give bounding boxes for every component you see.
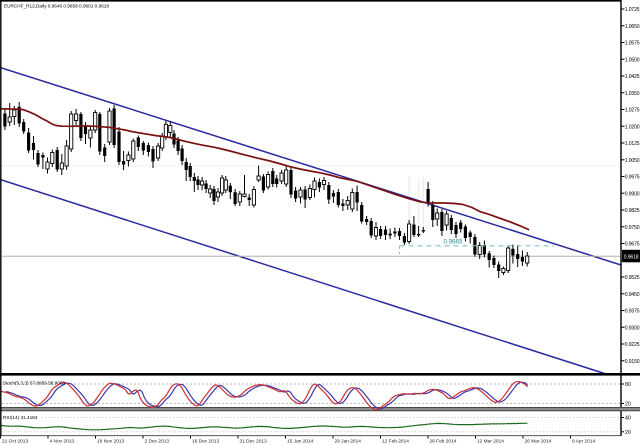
svg-text:0.9825: 0.9825 — [625, 208, 640, 214]
svg-text:0.9525: 0.9525 — [625, 275, 640, 281]
svg-text:29 Jan 2014: 29 Jan 2014 — [335, 438, 362, 444]
svg-text:Stoch(5,3,3) 57.8959 58.9063: Stoch(5,3,3) 57.8959 58.9063 — [3, 380, 65, 385]
svg-text:1.0575: 1.0575 — [625, 41, 640, 47]
svg-text:EURCHF_R12,Daily 0.9646 0.965: EURCHF_R12,Daily 0.9646 0.9658 0.9601 0.… — [4, 4, 109, 9]
svg-text:0.9900: 0.9900 — [625, 191, 640, 197]
svg-text:16 Dec 2013: 16 Dec 2013 — [192, 438, 220, 444]
svg-text:RSI(14) 41.4184: RSI(14) 41.4184 — [3, 415, 38, 420]
svg-text:2 Dec 2013: 2 Dec 2013 — [145, 438, 170, 444]
svg-text:40: 40 — [625, 416, 631, 422]
svg-text:9 Apr 2014: 9 Apr 2014 — [572, 438, 596, 444]
svg-text:0.9675: 0.9675 — [625, 242, 640, 248]
svg-text:20: 20 — [625, 430, 631, 436]
svg-text:1.0125: 1.0125 — [625, 141, 640, 147]
svg-text:18 Nov 2013: 18 Nov 2013 — [97, 438, 125, 444]
svg-text:4 Nov 2013: 4 Nov 2013 — [50, 438, 75, 444]
svg-text:1.0200: 1.0200 — [625, 124, 640, 130]
svg-text:1.0350: 1.0350 — [625, 91, 640, 97]
svg-text:21 Oct 2013: 21 Oct 2013 — [2, 438, 28, 444]
svg-text:15 Jan 2014: 15 Jan 2014 — [287, 438, 314, 444]
svg-text:0.9618: 0.9618 — [624, 255, 639, 261]
svg-text:1.0725: 1.0725 — [625, 7, 640, 13]
svg-text:0.9225: 0.9225 — [625, 342, 640, 348]
svg-text:80: 80 — [625, 382, 631, 388]
svg-text:0.9150: 0.9150 — [625, 359, 640, 365]
svg-text:0.9300: 0.9300 — [625, 325, 640, 331]
svg-text:0.9975: 0.9975 — [625, 175, 640, 181]
svg-text:26 Mar 2014: 26 Mar 2014 — [525, 438, 552, 444]
svg-text:0.9450: 0.9450 — [625, 292, 640, 298]
svg-text:0.9375: 0.9375 — [625, 309, 640, 315]
svg-text:1.0650: 1.0650 — [625, 24, 640, 30]
svg-text:1.0425: 1.0425 — [625, 74, 640, 80]
svg-text:0.9665: 0.9665 — [444, 238, 463, 245]
svg-text:12 Feb 2014: 12 Feb 2014 — [382, 438, 409, 444]
svg-text:0.9750: 0.9750 — [625, 225, 640, 231]
svg-text:26 Feb 2014: 26 Feb 2014 — [430, 438, 457, 444]
svg-text:1.0500: 1.0500 — [625, 57, 640, 63]
svg-text:1.0050: 1.0050 — [625, 158, 640, 164]
svg-text:12 Mar 2014: 12 Mar 2014 — [477, 438, 504, 444]
svg-text:1.0275: 1.0275 — [625, 108, 640, 114]
svg-text:31 Dec 2013: 31 Dec 2013 — [240, 438, 268, 444]
svg-text:20: 20 — [625, 402, 631, 408]
